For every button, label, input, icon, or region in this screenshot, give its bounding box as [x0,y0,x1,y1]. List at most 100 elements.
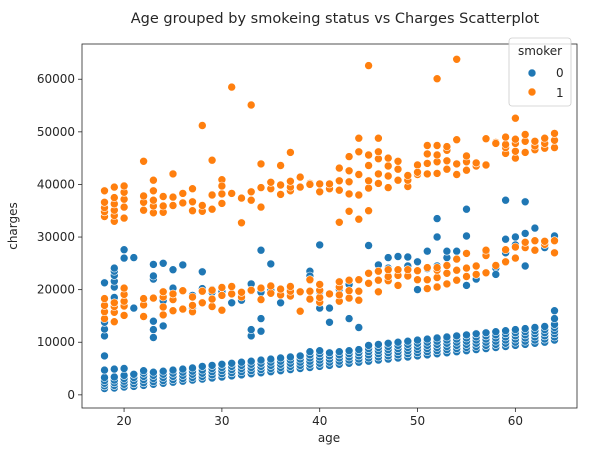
point-smoker-0-246 [403,252,413,262]
point-smoker-0-201 [344,314,354,323]
point-smoker-1-95 [256,295,266,304]
point-smoker-1-220 [442,142,452,151]
point-smoker-1-47 [158,201,168,211]
point-smoker-1-63 [188,197,197,207]
point-smoker-1-91 [246,285,256,295]
point-smoker-0-277 [442,332,452,342]
point-smoker-1-146 [344,207,354,216]
point-smoker-0-294 [462,281,471,290]
point-smoker-0-144 [266,354,276,364]
point-smoker-1-214 [442,279,452,289]
point-smoker-0-214 [364,341,373,350]
point-smoker-0-308 [481,328,491,338]
point-smoker-1-196 [413,160,422,170]
point-smoker-1-138 [334,277,344,287]
point-smoker-1-32 [139,205,148,215]
point-smoker-1-68 [198,201,207,210]
point-smoker-0-292 [462,330,471,340]
point-smoker-1-144 [344,286,354,296]
point-smoker-0-4 [100,373,109,382]
x-axis-label: age [318,431,340,445]
point-smoker-0-367 [550,306,559,316]
point-smoker-1-117 [295,287,305,297]
point-smoker-1-167 [374,287,383,297]
point-smoker-0-342 [520,197,530,207]
point-smoker-1-75 [207,155,217,165]
point-smoker-1-60 [188,301,197,310]
point-smoker-0-208 [354,323,364,332]
point-smoker-0-215 [364,241,373,250]
point-smoker-0-46 [139,366,148,376]
point-smoker-0-15 [110,372,119,382]
point-smoker-1-246 [501,257,510,267]
point-smoker-1-230 [462,249,471,258]
point-smoker-1-147 [344,189,354,199]
point-smoker-1-61 [188,292,197,302]
point-smoker-1-100 [266,288,276,298]
point-smoker-0-107 [217,359,227,369]
point-smoker-1-278 [550,129,559,138]
point-smoker-0-33 [119,253,129,263]
x-tick-label-20: 20 [116,414,131,428]
point-smoker-0-315 [491,327,501,337]
point-smoker-1-209 [432,169,442,178]
point-smoker-1-194 [413,266,422,276]
point-smoker-1-168 [374,275,383,285]
point-smoker-1-48 [158,192,168,201]
point-smoker-1-105 [276,284,285,294]
point-smoker-1-148 [344,177,354,187]
point-smoker-0-151 [276,353,285,363]
point-smoker-1-145 [344,275,354,285]
point-smoker-0-51 [149,367,158,377]
point-smoker-0-194 [334,347,344,357]
point-smoker-1-54 [168,169,178,179]
point-smoker-1-163 [364,176,373,186]
point-smoker-1-49 [168,306,178,316]
point-smoker-1-222 [452,265,462,275]
point-smoker-1-7 [100,198,109,207]
point-smoker-1-130 [315,179,325,189]
point-smoker-1-114 [286,177,295,186]
point-smoker-1-253 [511,242,520,252]
point-smoker-0-366 [550,314,559,323]
point-smoker-0-78 [178,364,188,374]
point-smoker-1-164 [364,161,373,170]
point-smoker-1-70 [207,302,217,311]
point-smoker-1-270 [540,237,550,246]
point-smoker-1-264 [530,245,540,255]
point-smoker-0-63 [158,321,168,331]
point-smoker-1-155 [354,190,364,200]
point-smoker-1-160 [364,268,373,278]
legend-box [508,37,572,107]
point-smoker-1-238 [481,268,491,278]
point-smoker-1-94 [246,100,256,110]
point-smoker-1-181 [383,153,393,163]
y-tick-label-20000: 20000 [37,283,75,297]
point-smoker-1-235 [471,261,481,271]
point-smoker-1-103 [266,178,276,187]
point-smoker-1-154 [354,214,364,224]
chart-title: Age grouped by smokeing status vs Charge… [131,11,540,27]
point-smoker-0-238 [393,252,403,261]
legend-marker-1 [527,87,537,97]
point-smoker-1-156 [354,170,364,179]
point-smoker-1-42 [158,310,168,320]
point-smoker-1-263 [520,130,530,139]
point-smoker-0-38 [129,369,139,379]
point-smoker-1-57 [178,198,188,208]
point-smoker-1-166 [364,61,373,70]
point-smoker-0-326 [501,234,510,244]
point-smoker-1-241 [481,160,491,170]
y-tick-label-30000: 30000 [37,230,75,244]
point-smoker-0-126 [246,356,256,366]
point-smoker-1-80 [217,189,227,199]
point-smoker-1-200 [422,263,432,272]
point-smoker-1-115 [286,148,295,157]
point-smoker-0-70 [168,365,178,375]
point-smoker-1-275 [550,236,559,245]
point-smoker-1-228 [462,272,471,281]
point-smoker-0-207 [354,345,364,354]
point-smoker-1-84 [227,282,236,291]
point-smoker-1-268 [530,137,540,146]
